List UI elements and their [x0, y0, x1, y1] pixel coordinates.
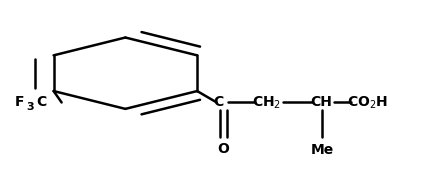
- Text: F: F: [15, 96, 24, 109]
- Text: Me: Me: [311, 143, 334, 157]
- Text: C: C: [36, 96, 46, 109]
- Text: CH: CH: [310, 96, 332, 109]
- Text: CO$_2$H: CO$_2$H: [347, 94, 388, 111]
- Text: CH$_2$: CH$_2$: [252, 94, 281, 111]
- Text: 3: 3: [27, 102, 34, 112]
- Text: C: C: [214, 96, 224, 109]
- Text: O: O: [218, 142, 230, 156]
